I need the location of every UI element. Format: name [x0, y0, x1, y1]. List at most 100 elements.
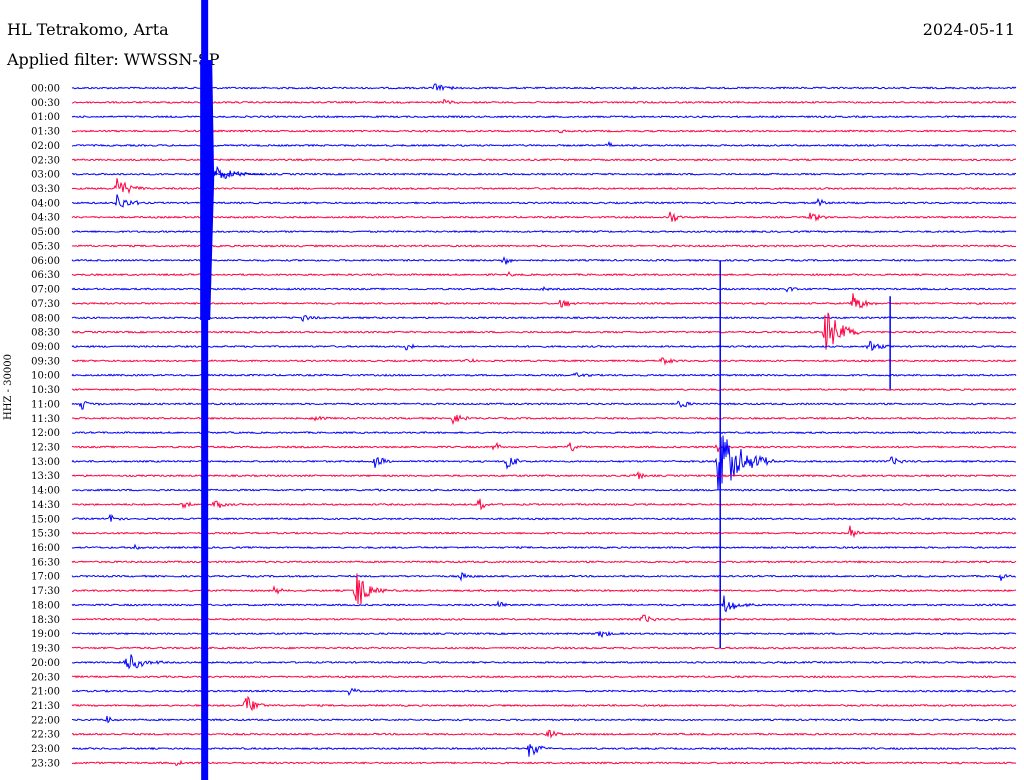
trace-line — [71, 687, 1017, 697]
time-label: 16:30 — [31, 557, 60, 568]
time-label-group: 00:00 00:30 01:00 01:30 02:00 02:30 03:00 03:30… — [31, 84, 60, 770]
time-label: 18:30 — [31, 615, 60, 626]
trace-line — [71, 441, 1017, 453]
time-label: 20:30 — [31, 672, 60, 683]
trace-line — [71, 431, 1017, 435]
time-label: 08:30 — [31, 328, 60, 339]
trace-line — [71, 158, 1017, 162]
time-label: 15:00 — [31, 514, 60, 525]
trace-line — [72, 414, 1017, 426]
trace-line — [71, 256, 1017, 265]
trace-line — [72, 244, 1017, 248]
time-label: 11:30 — [31, 414, 60, 425]
time-label: 02:00 — [31, 141, 60, 152]
trace-line — [71, 614, 1017, 623]
time-label: 14:00 — [31, 486, 60, 497]
trace-line — [72, 715, 1017, 724]
trace-line — [71, 488, 1017, 492]
time-label: 23:00 — [31, 744, 60, 755]
trace-line — [71, 293, 1017, 309]
trace-group — [71, 0, 1017, 780]
time-label: 22:00 — [31, 715, 60, 726]
trace-line — [71, 435, 1017, 492]
trace-line — [71, 312, 1017, 350]
trace-line — [71, 140, 1017, 148]
time-label: 03:30 — [31, 184, 60, 195]
time-label: 18:00 — [31, 600, 60, 611]
trace-line — [71, 498, 1017, 511]
time-label: 15:30 — [31, 529, 60, 540]
time-label: 09:30 — [31, 356, 60, 367]
trace-line — [71, 372, 1017, 378]
trace-line — [71, 654, 1017, 670]
time-label: 22:30 — [31, 730, 60, 741]
trace-line — [71, 211, 1017, 223]
time-label: 07:30 — [31, 299, 60, 310]
trace-line — [71, 675, 1017, 679]
time-label: 03:00 — [31, 170, 60, 181]
time-label: 01:00 — [31, 112, 60, 123]
trace-line — [71, 729, 1017, 739]
trace-line — [71, 115, 1017, 119]
time-label: 05:00 — [31, 227, 60, 238]
trace-line — [71, 340, 1017, 352]
time-label: 04:00 — [31, 198, 60, 209]
trace-line — [71, 387, 1017, 392]
time-label: 09:00 — [31, 342, 60, 353]
trace-line — [71, 129, 1017, 134]
trace-line — [71, 525, 1017, 539]
time-label: 05:30 — [31, 241, 60, 252]
trace-line — [71, 744, 1017, 757]
trace-line — [71, 470, 1017, 480]
time-label: 11:00 — [31, 399, 60, 410]
time-label: 17:00 — [31, 572, 60, 583]
trace-line — [71, 357, 1017, 366]
time-label: 20:00 — [31, 658, 60, 669]
time-label: 21:00 — [31, 687, 60, 698]
time-label: 10:00 — [31, 371, 60, 382]
time-label: 06:00 — [31, 256, 60, 267]
time-label: 01:30 — [31, 127, 60, 138]
trace-line — [71, 695, 1017, 712]
quake-saturation-band — [201, 0, 209, 780]
trace-line — [71, 315, 1017, 322]
time-label: 19:00 — [31, 629, 60, 640]
quake-saturation-peak — [200, 60, 215, 320]
trace-line — [71, 178, 1017, 195]
time-label: 21:30 — [31, 701, 60, 712]
trace-line — [71, 595, 1017, 613]
trace-line — [71, 83, 1017, 92]
filter-label: Applied filter: WWSSN-SP — [7, 50, 220, 69]
time-label: 17:30 — [31, 586, 60, 597]
time-label: 00:30 — [31, 98, 60, 109]
time-label: 07:00 — [31, 285, 60, 296]
trace-line — [71, 513, 1017, 522]
trace-line — [72, 194, 1017, 208]
trace-line — [71, 759, 1017, 766]
trace-line — [71, 270, 1017, 277]
trace-line — [71, 98, 1017, 105]
time-label: 06:30 — [31, 270, 60, 281]
trace-line — [71, 400, 1016, 410]
trace-line — [71, 630, 1017, 639]
station-title: HL Tetrakomo, Arta — [7, 20, 169, 39]
date-label: 2024-05-11 — [922, 20, 1015, 39]
time-label: 13:30 — [31, 471, 60, 482]
trace-line — [71, 543, 1016, 550]
trace-line — [71, 229, 1017, 234]
time-label: 02:30 — [31, 155, 60, 166]
time-label: 08:00 — [31, 313, 60, 324]
time-label: 04:30 — [31, 213, 60, 224]
time-label: 19:30 — [31, 644, 60, 655]
time-label: 12:00 — [31, 428, 60, 439]
trace-line — [71, 571, 1017, 582]
trace-line — [71, 573, 1016, 605]
trace-line — [71, 286, 1017, 293]
time-label: 13:00 — [31, 457, 60, 468]
time-label: 14:30 — [31, 500, 60, 511]
time-label: 00:00 — [31, 84, 60, 95]
trace-line — [71, 646, 1016, 650]
quake-coda — [211, 165, 264, 180]
